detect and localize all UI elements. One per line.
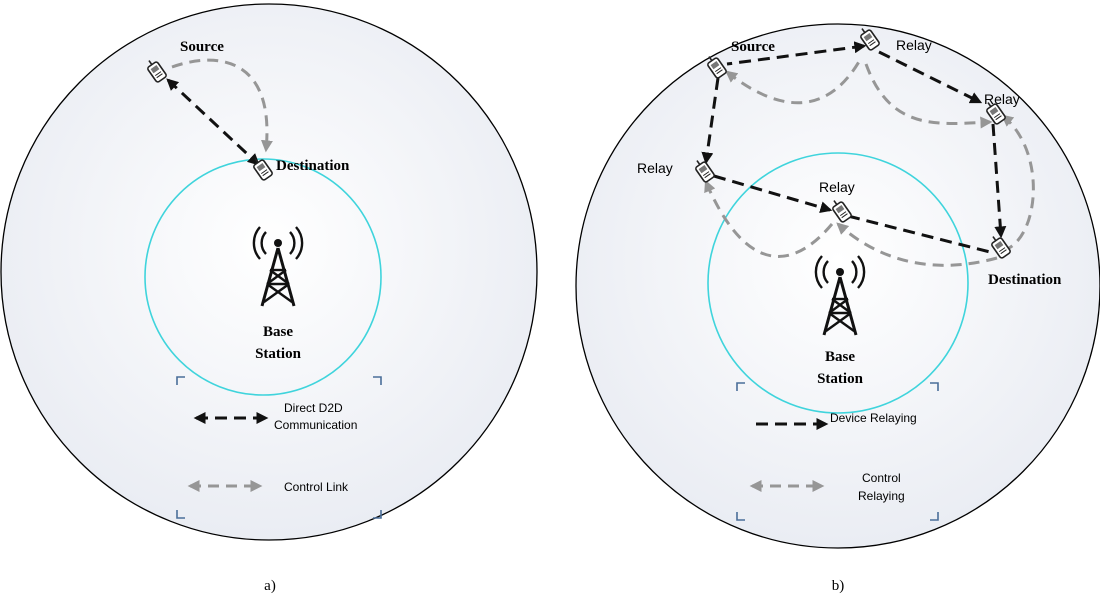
panel-a: Source Destination Base Station Direct D…: [0, 3, 538, 594]
relay-label: Relay: [984, 91, 1020, 107]
device-relaying-arrow: [847, 214, 991, 254]
legend-device-relaying-label: Device Relaying: [830, 411, 917, 425]
relay-label: Relay: [896, 37, 932, 53]
relay-label: Relay: [637, 160, 673, 176]
base-station-label-line1: Base: [825, 349, 855, 365]
legend-control-label-line2: Relaying: [858, 489, 905, 503]
panel-a-caption: a): [264, 578, 276, 594]
device-relaying-arrow: [701, 77, 720, 165]
control-link-arrow: [171, 58, 273, 153]
legend-control-label-line1: Control: [862, 471, 901, 485]
source-label: Source: [731, 39, 775, 55]
control-relaying-arrow: [864, 63, 993, 129]
destination-label: Destination: [276, 158, 350, 174]
control-relaying-arrow: [836, 222, 998, 267]
legend-frame: [176, 376, 382, 519]
outer-coverage-circle: [0, 3, 538, 541]
destination-label: Destination: [988, 272, 1062, 288]
control-relaying-arrow: [725, 59, 862, 105]
panel-b: Source Relay Relay Relay Relay Destinati…: [575, 23, 1100, 594]
legend-direct-label-line1: Direct D2D: [284, 401, 343, 415]
base-station-label-line1: Base: [263, 324, 293, 340]
legend-direct-label-line2: Communication: [274, 418, 357, 432]
control-relaying-arrow: [1001, 114, 1035, 250]
base-station-label-line2: Station: [817, 371, 864, 387]
legend-control-label: Control Link: [284, 480, 349, 494]
panel-b-caption: b): [832, 578, 845, 594]
base-station-label-line2: Station: [255, 346, 302, 362]
device-relaying-arrow: [713, 174, 833, 214]
source-label: Source: [180, 39, 224, 55]
legend-frame: [736, 382, 939, 521]
inner-cell-circle: [707, 152, 969, 414]
inner-cell-circle: [144, 158, 382, 396]
control-relaying-arrow: [704, 179, 834, 258]
device-relaying-arrow: [726, 41, 867, 66]
direct-d2d-arrow: [166, 78, 260, 166]
relay-label: Relay: [819, 179, 855, 195]
